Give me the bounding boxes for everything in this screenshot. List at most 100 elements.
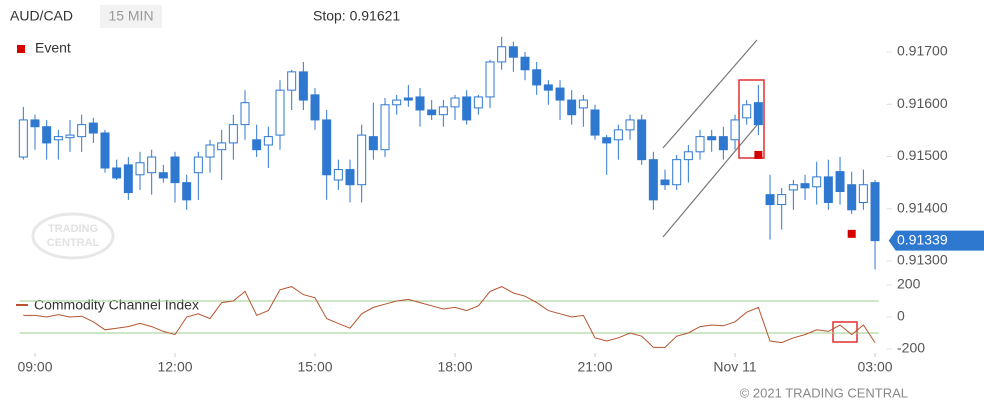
candle-body — [648, 159, 658, 201]
candle-body — [578, 99, 588, 109]
candle-body — [613, 129, 623, 141]
candle-body — [158, 172, 168, 179]
candle-body — [707, 136, 717, 141]
candle-body — [333, 169, 343, 181]
candle-body — [287, 71, 297, 91]
watermark-text: CENTRAL — [47, 237, 100, 249]
event-marker — [754, 150, 763, 159]
candle-body — [823, 176, 833, 203]
candle-body — [322, 119, 332, 176]
candle-body — [625, 119, 635, 131]
candle-body — [123, 164, 133, 194]
candle-body — [217, 142, 227, 151]
candle-body — [742, 104, 752, 119]
candle-body — [298, 71, 308, 101]
candle-body — [275, 89, 285, 136]
x-tick-label: 15:00 — [297, 359, 332, 375]
candle-body — [543, 84, 553, 91]
legend-swatch — [17, 45, 25, 53]
candle-body — [88, 122, 98, 134]
copyright: © 2021 TRADING CENTRAL — [740, 385, 908, 400]
y-tick-label: 0.91700 — [897, 43, 948, 59]
candle-body — [695, 136, 705, 153]
candle-body — [30, 119, 40, 128]
x-tick-label: Nov 11 — [713, 359, 757, 375]
candle-body — [427, 109, 437, 116]
candle-body — [730, 119, 740, 141]
cci-tick-label: 200 — [897, 276, 921, 292]
event-marker — [847, 229, 856, 238]
candle-body — [182, 182, 192, 201]
candle-body — [310, 94, 320, 121]
candle-body — [438, 106, 448, 116]
last-price-label: 0.91339 — [897, 231, 948, 247]
candle-body — [532, 69, 542, 86]
candle-body — [812, 176, 822, 188]
candle-body — [112, 167, 122, 179]
watermark-text: TRADING — [48, 223, 98, 235]
candle-body — [135, 162, 145, 176]
candle-body — [777, 194, 787, 206]
candle-body — [602, 137, 612, 144]
candle-body — [193, 156, 203, 174]
y-tick-label: 0.91400 — [897, 199, 948, 215]
candle-body — [590, 109, 600, 136]
candle-body — [263, 136, 273, 146]
legend-event: Event — [35, 40, 71, 56]
interval: 15 MIN — [108, 8, 153, 24]
cci-line — [23, 286, 876, 348]
candle-body — [870, 182, 880, 242]
candle-body — [357, 134, 367, 186]
y-tick-label: 0.91500 — [897, 147, 948, 163]
x-tick-label: 09:00 — [17, 359, 52, 375]
candle-body — [403, 97, 413, 101]
last-price-tag — [888, 230, 984, 251]
candle-body — [147, 156, 157, 174]
cci-tick-label: 0 — [897, 308, 905, 324]
interval-box — [100, 5, 162, 28]
candle-body — [555, 87, 565, 101]
candle-body — [520, 56, 530, 71]
candle-body — [753, 102, 763, 126]
y-tick-label: 0.91600 — [897, 95, 948, 111]
candle-body — [718, 136, 728, 151]
x-tick-label: 03:00 — [858, 359, 893, 375]
candle-body — [497, 46, 507, 63]
channel-line — [662, 124, 758, 238]
candle-body — [368, 136, 378, 151]
candle-body — [170, 156, 180, 184]
candle-body — [18, 119, 28, 158]
stop-label: Stop: 0.91621 — [313, 8, 400, 24]
candle-body — [42, 126, 52, 144]
candle-body — [252, 139, 262, 151]
candle-body — [205, 144, 215, 158]
candle-body — [53, 136, 63, 141]
symbol: AUD/CAD — [10, 8, 73, 24]
candle-body — [415, 96, 425, 111]
legend-cci: Commodity Channel Index — [34, 297, 199, 313]
highlight-box — [832, 321, 858, 343]
candle-body — [485, 61, 495, 98]
candle-body — [450, 97, 460, 108]
cci-tick-label: -200 — [897, 340, 925, 356]
candle-body — [637, 119, 647, 161]
candle-body — [567, 99, 577, 116]
y-tick-label: 0.91300 — [897, 252, 948, 268]
channel-line — [662, 39, 758, 149]
candle-body — [672, 159, 682, 186]
candle-body — [835, 171, 845, 193]
candle-body — [473, 96, 483, 109]
candle-body — [508, 46, 518, 58]
candle-body — [77, 124, 87, 138]
x-tick-label: 21:00 — [577, 359, 612, 375]
candle-body — [683, 151, 693, 161]
candle-body — [765, 194, 775, 206]
highlight-box — [738, 79, 765, 159]
candle-body — [788, 184, 798, 191]
candle-body — [392, 99, 402, 106]
x-tick-label: 18:00 — [437, 359, 472, 375]
x-tick-label: 12:00 — [157, 359, 192, 375]
candle-body — [660, 179, 670, 186]
candle-body — [100, 132, 110, 169]
